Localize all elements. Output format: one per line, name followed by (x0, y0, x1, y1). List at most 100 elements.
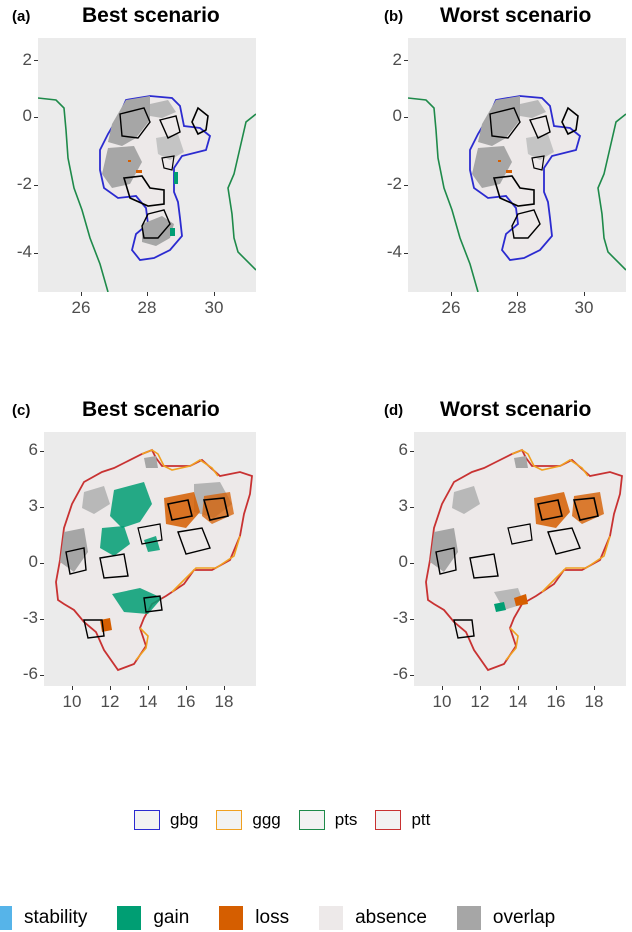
legend-item-gain: gain (117, 906, 189, 930)
legend-key-ptt (375, 810, 402, 830)
panel-title: Worst scenario (440, 398, 592, 421)
map-plot-d (414, 432, 626, 686)
protected-area-outline (83, 619, 105, 639)
protected-area-outline (143, 595, 163, 613)
x-tick-mark (451, 292, 452, 296)
y-tick-label: 0 (398, 552, 408, 571)
overlap-patch (144, 456, 158, 468)
x-tick-mark (110, 686, 111, 690)
x-tick-mark (147, 292, 148, 296)
map-d-svg (425, 448, 623, 672)
panel-label: (c) (12, 402, 31, 419)
y-tick-mark (410, 563, 414, 564)
ggg-boundary (135, 449, 241, 661)
y-tick-mark (410, 451, 414, 452)
protected-area-outline (119, 107, 151, 139)
y-tick-mark (410, 619, 414, 620)
x-tick-label: 18 (214, 692, 234, 711)
protected-area-outline (99, 553, 129, 579)
gain-patch (112, 588, 162, 614)
y-tick-mark (404, 253, 408, 254)
y-tick-mark (40, 675, 44, 676)
y-tick-label: 3 (28, 496, 38, 515)
protected-area-outline (537, 499, 563, 521)
protected-area-outline (469, 553, 499, 579)
legend-key-gbg (134, 810, 160, 830)
x-tick-label: 26 (71, 298, 91, 317)
protected-area-outline (572, 497, 599, 521)
protected-area-outline (507, 523, 533, 545)
x-tick-label: 12 (470, 692, 490, 711)
panel-label: (d) (384, 402, 404, 419)
y-tick-label: -2 (386, 174, 402, 193)
y-tick-mark (404, 60, 408, 61)
y-tick-label: 6 (398, 440, 408, 459)
legend-item-pts: pts (298, 810, 357, 830)
x-tick-mark (556, 686, 557, 690)
protected-area-outline (453, 619, 475, 639)
x-tick-label: 28 (507, 298, 527, 317)
legend-item-absence: absence (319, 906, 427, 930)
protected-area-outline (122, 175, 165, 207)
y-tick-label: 6 (28, 440, 38, 459)
pts-boundary-left (38, 97, 109, 292)
map-plot-a (38, 38, 256, 292)
legend-key-loss (219, 906, 244, 930)
legend-item-loss: loss (219, 906, 289, 930)
y-tick-mark (410, 675, 414, 676)
protected-area-outline (65, 547, 87, 575)
x-tick-label: 30 (204, 298, 224, 317)
protected-area-outline (561, 106, 579, 136)
y-tick-label: -2 (16, 174, 32, 193)
x-tick-mark (517, 292, 518, 296)
overlap-patch (514, 456, 528, 468)
x-tick-label: 14 (508, 692, 528, 711)
x-tick-label: 16 (176, 692, 196, 711)
legend-item-gbg: gbg (134, 810, 198, 830)
protected-area-outline (202, 497, 229, 521)
legend-key-stability (0, 906, 12, 930)
protected-area-outline (191, 106, 209, 136)
y-tick-mark (34, 253, 38, 254)
y-tick-label: -3 (22, 608, 38, 627)
protected-area-outline (511, 209, 541, 239)
pts-boundary-right (227, 113, 256, 271)
legend-key-pts (298, 810, 325, 830)
x-tick-mark (81, 292, 82, 296)
x-tick-label: 26 (441, 298, 461, 317)
y-tick-mark (34, 60, 38, 61)
y-tick-label: 0 (28, 552, 38, 571)
y-tick-mark (34, 185, 38, 186)
protected-area-outline (489, 107, 521, 139)
protected-area-outline (159, 115, 181, 139)
gain-patch (110, 482, 152, 528)
legend-key-overlap (456, 906, 481, 930)
legend-label: gain (153, 907, 190, 928)
legend-item-stability: stability (0, 906, 87, 930)
x-tick-mark (584, 292, 585, 296)
x-tick-mark (518, 686, 519, 690)
panel-title: Best scenario (82, 398, 220, 421)
y-tick-label: -4 (16, 242, 32, 261)
x-tick-label: 18 (584, 692, 604, 711)
legend-key-gain (117, 906, 142, 930)
x-tick-mark (594, 686, 595, 690)
x-tick-mark (214, 292, 215, 296)
map-plot-c (44, 432, 256, 686)
legend-item-overlap: overlap (456, 906, 555, 930)
gain-patch (144, 536, 160, 552)
panel-label: (a) (12, 8, 31, 25)
legend-label: absence (355, 907, 427, 928)
panel-title: Best scenario (82, 4, 220, 27)
x-tick-label: 10 (62, 692, 82, 711)
y-tick-label: 0 (392, 106, 402, 125)
map-b-svg (408, 95, 626, 292)
ggg-boundary (505, 449, 611, 661)
x-tick-mark (148, 686, 149, 690)
y-tick-label: 2 (22, 50, 32, 69)
gain-patch (100, 526, 130, 556)
x-tick-label: 16 (546, 692, 566, 711)
legend-item-ptt: ptt (375, 810, 430, 830)
legend-label: gbg (170, 810, 199, 829)
protected-area-outline (141, 209, 171, 239)
